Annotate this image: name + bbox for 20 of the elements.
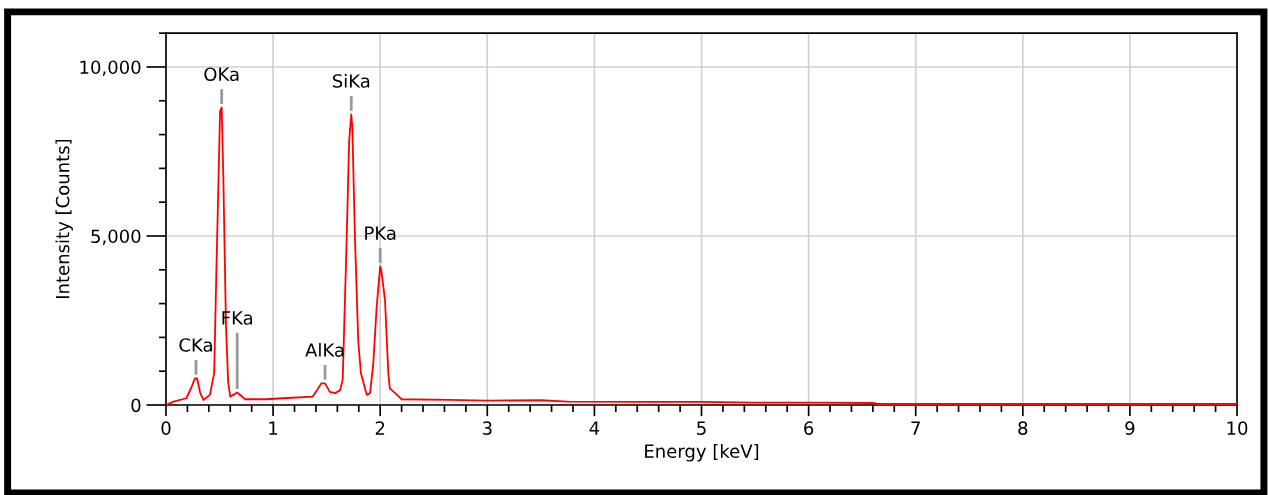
y-tick-label: 10,000: [80, 60, 141, 76]
x-tick-label: 7: [911, 421, 920, 435]
annotation: SiKa: [332, 73, 370, 88]
x-tick-label: 4: [589, 421, 600, 435]
x-tick-label: 8: [1018, 421, 1028, 435]
x-axis-title: Energy [keV]: [645, 444, 759, 462]
x-tick-label: 10: [1227, 421, 1248, 435]
x-tick-label: 5: [697, 421, 706, 435]
x-tick-label: 2: [375, 421, 385, 435]
x-tick-label: 9: [1125, 421, 1135, 435]
x-tick-label: 3: [482, 421, 492, 435]
y-tick-label: 0: [131, 398, 141, 413]
annotation: PKa: [365, 226, 396, 240]
x-tick-label: 6: [804, 421, 814, 435]
annotation: CKa: [179, 338, 212, 352]
y-tick-label: 5,000: [91, 229, 141, 245]
x-tick-label: 1: [269, 421, 278, 435]
annotation: OKa: [204, 67, 239, 82]
y-axis-title: Intensity [Counts]: [55, 139, 73, 299]
x-tick-label: 0: [161, 421, 171, 435]
